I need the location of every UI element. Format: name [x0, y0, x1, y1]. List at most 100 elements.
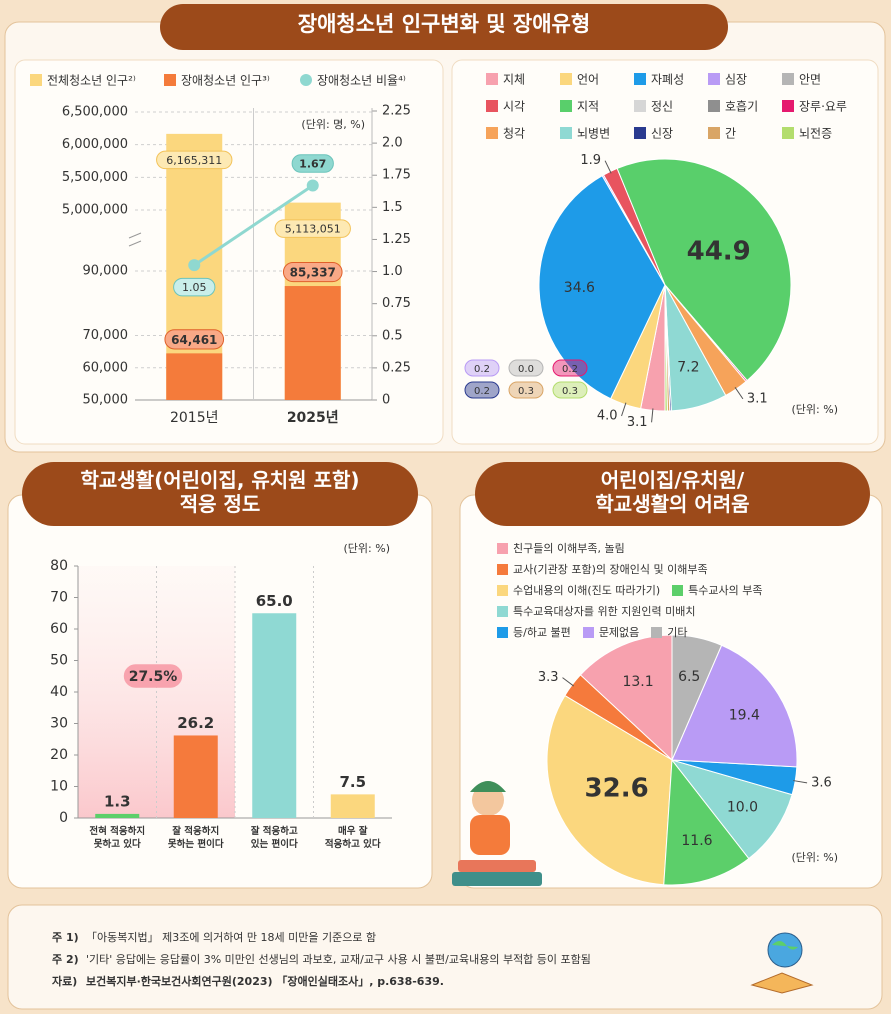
legend-label: 특수교사의 부족 — [688, 584, 763, 597]
legend-label: 지체 — [503, 73, 525, 87]
leader-line — [604, 160, 612, 174]
pie-slice — [663, 758, 750, 886]
value-label-bg — [282, 261, 343, 283]
y2-tick-label: 2.25 — [382, 104, 411, 119]
legend-label: 기타 — [667, 626, 688, 639]
y-tick-label: 60 — [50, 621, 68, 637]
x-tick-label: 매우 잘 적응하고 있다 — [324, 826, 381, 850]
bar — [284, 286, 341, 400]
legend-label: 장루·요루 — [799, 100, 847, 114]
value-label-bg — [552, 381, 588, 399]
leader-line — [734, 387, 744, 400]
legend-swatch — [634, 73, 646, 85]
value-label: 85,337 — [290, 266, 336, 280]
bar — [330, 794, 375, 818]
note-text: 보건복지부·한국보건사회연구원(2023) 「장애인실태조사」, p.638-6… — [86, 974, 444, 988]
legend-label: 특수교육대상자를 위한 지원인력 미배치 — [513, 605, 696, 618]
pie-slice — [670, 759, 793, 860]
legend-swatch — [497, 584, 508, 596]
note-text: 「아동복지법」 제3조에 의거하여 만 18세 미만을 기준으로 함 — [86, 930, 376, 944]
pie-slice — [671, 634, 723, 761]
y-tick-label: 6,000,000 — [62, 137, 128, 152]
y2-tick-label: 2.0 — [382, 136, 403, 151]
y2-tick-label: 0.25 — [382, 360, 411, 375]
value-label: 5,113,051 — [285, 223, 341, 236]
value-label: 0.2 — [474, 364, 490, 375]
legend-swatch — [560, 127, 572, 139]
legend-item: 등/하교 불편 — [497, 624, 571, 640]
legend-swatch — [782, 100, 794, 112]
value-label: 34.6 — [564, 280, 595, 296]
legend-swatch — [560, 100, 572, 112]
value-label: 32.6 — [585, 773, 649, 803]
y2-tick-label: 0.75 — [382, 296, 411, 311]
chart-title: 학교생활(어린이집, 유치원 포함) 적응 정도 — [80, 468, 360, 516]
value-label-bg — [123, 664, 183, 688]
note-label: 주 1) — [52, 931, 79, 944]
pie-slice — [671, 644, 798, 768]
bar — [166, 353, 223, 400]
legend-label: 지적 — [577, 100, 599, 114]
legend-label: 시각 — [503, 100, 525, 114]
value-label: 3.1 — [747, 391, 768, 406]
value-label: 65.0 — [256, 592, 293, 610]
legend-swatch — [582, 626, 594, 638]
value-label: 1.3 — [104, 792, 131, 810]
bar — [95, 813, 140, 818]
legend-swatch — [164, 74, 176, 86]
legend-swatch — [497, 542, 508, 554]
legend-item: 기타 — [651, 624, 688, 640]
x-tick-label: 2015년 — [170, 410, 219, 426]
value-label: 13.1 — [622, 674, 653, 690]
legend-label: 문제없음 — [598, 626, 640, 639]
legend-item: 수업내용의 이해(진도 따라가기) — [497, 582, 660, 598]
value-label: 0.2 — [562, 364, 578, 375]
point — [188, 259, 201, 272]
illustration — [452, 781, 814, 994]
y-tick-label: 5,500,000 — [62, 170, 128, 185]
value-label: 26.2 — [177, 714, 214, 732]
y2-tick-label: 0 — [382, 393, 390, 408]
y-tick-label: 90,000 — [83, 264, 129, 279]
legend-swatch — [782, 73, 794, 85]
legend-item: 문제없음 — [582, 624, 640, 640]
legend-swatch — [634, 100, 646, 112]
legend-swatch — [497, 605, 508, 617]
header-pill — [475, 462, 870, 526]
legend: 친구들의 이해부족, 놀림 교사(기관장 포함)의 장애인식 및 이해부족 수업내용… — [497, 540, 869, 640]
value-label: 0.2 — [474, 386, 490, 397]
y2-tick-label: 1.25 — [382, 232, 411, 247]
legend-label: 장애청소년 인구³⁾ — [181, 74, 270, 88]
value-label-bg — [464, 359, 500, 377]
legend-swatch — [497, 563, 508, 575]
x-tick-label: 전혀 적응하지 못하고 있다 — [89, 826, 146, 850]
value-label: 7.2 — [677, 359, 699, 375]
legend-swatch — [634, 127, 646, 139]
legend-label: 호흡기 — [725, 100, 758, 114]
y-tick-label: 50 — [50, 653, 68, 669]
legend-label: 언어 — [577, 73, 599, 87]
unit-label: (단위: 명, %) — [301, 118, 365, 131]
legend-swatch — [560, 73, 572, 85]
header-pill — [22, 462, 418, 526]
legend-label: 전체청소년 인구²⁾ — [47, 74, 136, 88]
legend-swatch — [708, 100, 720, 112]
pie-slice — [616, 158, 792, 382]
legend-swatch — [486, 73, 498, 85]
value-label: 11.6 — [681, 833, 712, 849]
value-label: 6.5 — [678, 669, 700, 685]
value-label-bg — [274, 219, 351, 238]
y-tick-label: 30 — [50, 716, 68, 732]
y-tick-label: 6,500,000 — [62, 105, 128, 120]
y-tick-label: 60,000 — [83, 360, 129, 375]
value-label: 7.5 — [339, 773, 366, 791]
x-tick-label: 잘 적응하지 못하는 편이다 — [167, 826, 224, 850]
value-label: 44.9 — [687, 237, 751, 267]
y2-tick-label: 1.0 — [382, 264, 403, 279]
y-tick-label: 5,000,000 — [62, 203, 128, 218]
legend-label: 수업내용의 이해(진도 따라가기) — [513, 584, 661, 597]
legend-label: 간 — [725, 127, 736, 141]
unit-label: (단위: %) — [344, 542, 390, 555]
pie-slice — [664, 284, 668, 412]
legend-swatch — [708, 127, 720, 139]
